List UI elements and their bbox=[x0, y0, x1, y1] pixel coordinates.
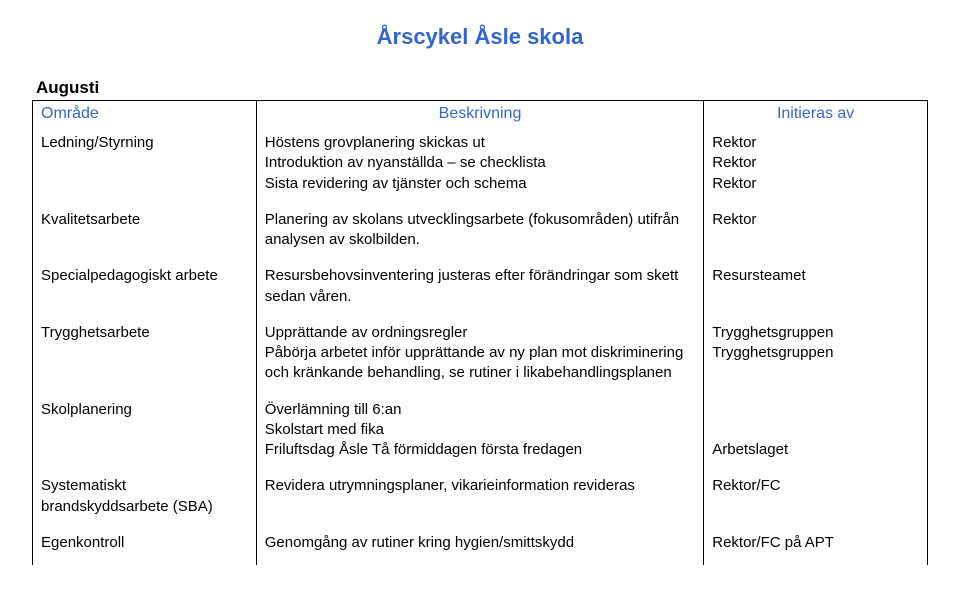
cell-desc: Revidera utrymningsplaner, vikarieinform… bbox=[256, 472, 704, 529]
header-row: Område Beskrivning Initieras av bbox=[33, 101, 928, 130]
init-line: Trygghetsgruppen bbox=[712, 323, 919, 343]
table-row: Specialpedagogiskt arbeteResursbehovsinv… bbox=[33, 262, 928, 319]
cell-desc: Planering av skolans utvecklingsarbete (… bbox=[256, 206, 704, 263]
init-line: Rektor bbox=[712, 174, 919, 194]
month-heading: Augusti bbox=[36, 78, 928, 98]
desc-line: Genomgång av rutiner kring hygien/smitts… bbox=[265, 533, 696, 553]
header-desc: Beskrivning bbox=[256, 101, 704, 130]
table-row: Ledning/StyrningHöstens grovplanering sk… bbox=[33, 129, 928, 206]
init-line: Rektor bbox=[712, 210, 919, 230]
init-line: Rektor bbox=[712, 153, 919, 173]
cell-init: Rektor/FC på APT bbox=[704, 529, 928, 565]
table-row: KvalitetsarbetePlanering av skolans utve… bbox=[33, 206, 928, 263]
page-title: Årscykel Åsle skola bbox=[32, 24, 928, 50]
desc-line: Planering av skolans utvecklingsarbete (… bbox=[265, 210, 696, 251]
cycle-table: Område Beskrivning Initieras av Ledning/… bbox=[32, 100, 928, 565]
table-row: TrygghetsarbeteUpprättande av ordningsre… bbox=[33, 319, 928, 396]
cell-area: Kvalitetsarbete bbox=[33, 206, 257, 263]
cell-init: TrygghetsgruppenTrygghetsgruppen bbox=[704, 319, 928, 396]
init-line: Rektor/FC på APT bbox=[712, 533, 919, 553]
desc-line: Överlämning till 6:an bbox=[265, 400, 696, 420]
init-line: Rektor/FC bbox=[712, 476, 919, 496]
desc-line: Höstens grovplanering skickas ut bbox=[265, 133, 696, 153]
cell-area: Egenkontroll bbox=[33, 529, 257, 565]
cell-area: Trygghetsarbete bbox=[33, 319, 257, 396]
desc-line: Friluftsdag Åsle Tå förmiddagen första f… bbox=[265, 440, 696, 460]
cell-desc: Upprättande av ordningsreglerPåbörja arb… bbox=[256, 319, 704, 396]
cell-init: Rektor bbox=[704, 206, 928, 263]
table-row: SkolplaneringÖverlämning till 6:anSkolst… bbox=[33, 396, 928, 473]
desc-line: Resursbehovsinventering justeras efter f… bbox=[265, 266, 696, 307]
desc-line: Skolstart med fika bbox=[265, 420, 696, 440]
cell-desc: Överlämning till 6:anSkolstart med fikaF… bbox=[256, 396, 704, 473]
desc-line: Upprättande av ordningsregler bbox=[265, 323, 696, 343]
cell-area: Systematiskt brandskyddsarbete (SBA) bbox=[33, 472, 257, 529]
init-line: Trygghetsgruppen bbox=[712, 343, 919, 363]
table-row: Systematiskt brandskyddsarbete (SBA) Revi… bbox=[33, 472, 928, 529]
cell-area: Skolplanering bbox=[33, 396, 257, 473]
cell-desc: Genomgång av rutiner kring hygien/smitts… bbox=[256, 529, 704, 565]
cell-init: Rektor/FC bbox=[704, 472, 928, 529]
init-line bbox=[712, 400, 919, 420]
cell-init: Resursteamet bbox=[704, 262, 928, 319]
cell-init: Arbetslaget bbox=[704, 396, 928, 473]
table-row: Egenkontroll Genomgång av rutiner kring h… bbox=[33, 529, 928, 565]
desc-line: Introduktion av nyanställda – se checkli… bbox=[265, 153, 696, 173]
cell-init: RektorRektorRektor bbox=[704, 129, 928, 206]
cell-desc: Resursbehovsinventering justeras efter f… bbox=[256, 262, 704, 319]
cell-desc: Höstens grovplanering skickas utIntroduk… bbox=[256, 129, 704, 206]
header-init: Initieras av bbox=[704, 101, 928, 130]
init-line: Resursteamet bbox=[712, 266, 919, 286]
header-area: Område bbox=[33, 101, 257, 130]
desc-line: Påbörja arbetet inför upprättande av ny … bbox=[265, 343, 696, 384]
desc-line: Sista revidering av tjänster och schema bbox=[265, 174, 696, 194]
cell-area: Specialpedagogiskt arbete bbox=[33, 262, 257, 319]
desc-line: Revidera utrymningsplaner, vikarieinform… bbox=[265, 476, 696, 496]
cell-area: Ledning/Styrning bbox=[33, 129, 257, 206]
init-line: Arbetslaget bbox=[712, 440, 919, 460]
init-line bbox=[712, 420, 919, 440]
init-line: Rektor bbox=[712, 133, 919, 153]
